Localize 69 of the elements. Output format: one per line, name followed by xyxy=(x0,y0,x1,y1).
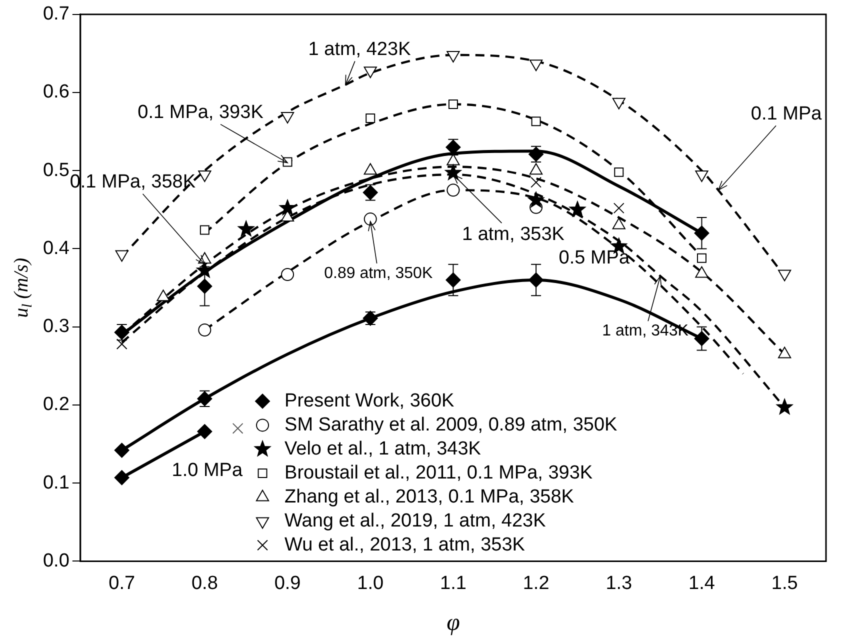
point xyxy=(197,424,212,440)
annotation: 1.0 MPa xyxy=(172,460,243,482)
point xyxy=(200,225,210,235)
x-tick-label: 0.9 xyxy=(274,572,301,594)
point xyxy=(446,154,460,166)
point xyxy=(446,272,461,288)
legend-label: Zhang et al., 2013, 0.1 MPa, 358K xyxy=(284,486,574,508)
point xyxy=(232,422,244,434)
y-tick-label: 0.4 xyxy=(42,238,70,259)
y-axis-title: ul (m/s) xyxy=(10,257,36,318)
point xyxy=(528,192,544,208)
point xyxy=(197,278,212,294)
legend-label: Wu et al., 2013, 1 atm, 353K xyxy=(284,534,526,556)
point xyxy=(446,184,460,197)
x-axis-title: φ xyxy=(446,610,460,636)
point xyxy=(694,226,710,241)
point xyxy=(448,99,458,109)
annotation: 0.89 atm, 350K xyxy=(324,264,433,282)
y-tick-label: 0.7 xyxy=(42,4,70,25)
point xyxy=(114,442,130,458)
x-tick-label: 0.7 xyxy=(108,572,136,594)
x-tick-label: 1.0 xyxy=(357,572,384,594)
point xyxy=(776,398,793,414)
legend-label: Velo et al., 1 atm, 343K xyxy=(284,438,482,460)
point xyxy=(613,202,624,214)
point xyxy=(156,290,170,302)
point xyxy=(531,116,541,126)
annotation: 1 atm, 353K xyxy=(462,224,565,245)
y-tick-label: 0.6 xyxy=(42,82,70,103)
y-tick-label: 0.2 xyxy=(42,394,70,416)
x-tick-label: 1.2 xyxy=(522,572,550,594)
legend-label: Present Work, 360K xyxy=(284,390,455,412)
point xyxy=(364,212,377,226)
point xyxy=(114,470,130,486)
annotation: 0.1 MPa, 393K xyxy=(138,102,264,124)
point xyxy=(569,201,586,217)
x-tick-label: 1.3 xyxy=(606,572,632,594)
point xyxy=(694,331,710,346)
y-tick-label: 0.1 xyxy=(42,472,70,494)
y-tick-label: 0.0 xyxy=(42,550,70,572)
point xyxy=(366,114,376,124)
point xyxy=(612,218,626,230)
point xyxy=(695,266,708,278)
point xyxy=(116,338,128,350)
x-tick-label: 0.8 xyxy=(191,572,218,594)
point xyxy=(614,167,624,177)
x-tick-label: 1.4 xyxy=(688,572,716,594)
legend-label: SM Sarathy et al. 2009, 0.89 atm, 350K xyxy=(284,414,618,436)
point xyxy=(364,163,377,175)
y-tick-label: 0.3 xyxy=(42,316,70,338)
annotation: 0.1 MPa xyxy=(750,103,822,124)
point xyxy=(279,200,296,216)
legend-label: Broustail et al., 2011, 0.1 MPa, 393K xyxy=(284,462,593,484)
annotation: 0.5 MPa xyxy=(558,248,630,269)
point xyxy=(696,253,706,263)
x-tick-label: 1.1 xyxy=(440,572,466,594)
point xyxy=(198,323,212,336)
y-tick-label: 0.5 xyxy=(42,160,70,181)
point xyxy=(445,164,462,180)
point xyxy=(281,268,294,282)
x-tick-label: 1.5 xyxy=(771,572,798,594)
point xyxy=(778,346,792,358)
annotation: 1 atm, 423K xyxy=(308,38,412,60)
point xyxy=(528,272,544,288)
point xyxy=(530,176,542,188)
legend-label: Wang et al., 2019, 1 atm, 423K xyxy=(284,510,546,532)
point xyxy=(238,220,254,236)
point xyxy=(196,262,213,278)
point xyxy=(529,163,543,175)
